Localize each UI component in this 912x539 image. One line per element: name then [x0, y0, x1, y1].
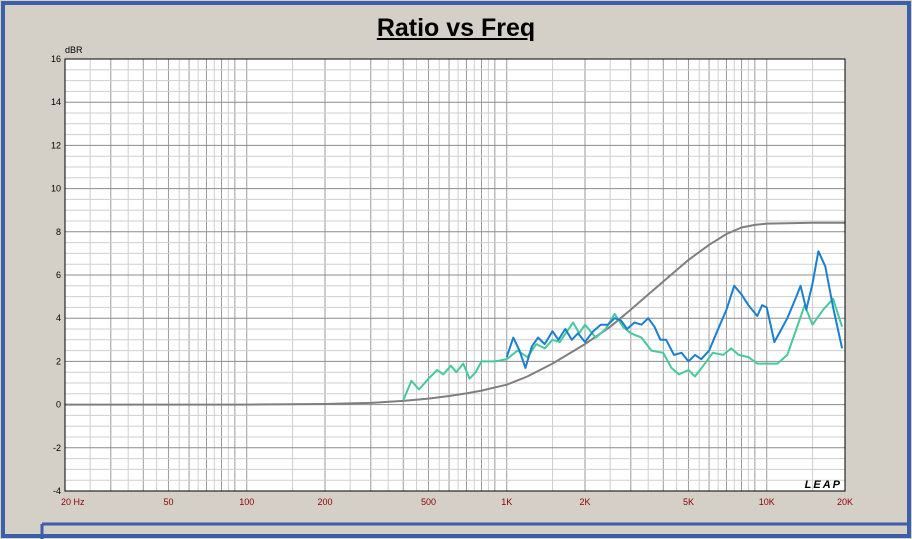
x-tick-label: 50: [163, 497, 173, 507]
leap-watermark: LEAP: [805, 479, 842, 491]
y-axis-label: dBR: [65, 45, 83, 55]
x-tick-label: 500: [421, 497, 436, 507]
y-tick-label: -2: [53, 443, 61, 453]
chart-title: Ratio vs Freq: [376, 14, 536, 42]
x-tick-label: 20 Hz: [61, 497, 85, 507]
y-tick-label: 12: [51, 140, 61, 150]
x-tick-label: 100: [239, 497, 254, 507]
y-tick-label: -4: [53, 486, 61, 496]
y-tick-label: 6: [56, 270, 61, 280]
x-tick-label: 10K: [759, 497, 775, 507]
x-tick-label: 2K: [579, 497, 590, 507]
y-tick-label: 10: [51, 184, 61, 194]
y-tick-labels: 16 14 12 10 8 6 4 2 0 -2 -4: [51, 54, 61, 496]
x-tick-label: 20K: [837, 497, 853, 507]
y-tick-label: 8: [56, 227, 61, 237]
series-line-1: [65, 221, 845, 406]
y-tick-label: 16: [51, 54, 61, 64]
x-tick-label: 200: [317, 497, 332, 507]
series-line-3: [505, 250, 844, 369]
y-tick-label: 2: [56, 356, 61, 366]
x-tick-label: 1K: [501, 497, 512, 507]
series-layer: [65, 221, 845, 406]
x-tick-label: 5K: [683, 497, 694, 507]
y-tick-label: 4: [56, 313, 61, 323]
x-tick-labels: 20 Hz 50 100 200 500 1K 2K 5K 10K 20K: [61, 497, 853, 507]
y-tick-label: 0: [56, 400, 61, 410]
grid: [64, 58, 846, 492]
series-line-2: [402, 297, 844, 401]
plot-border: [64, 58, 846, 492]
y-tick-label: 14: [51, 97, 61, 107]
